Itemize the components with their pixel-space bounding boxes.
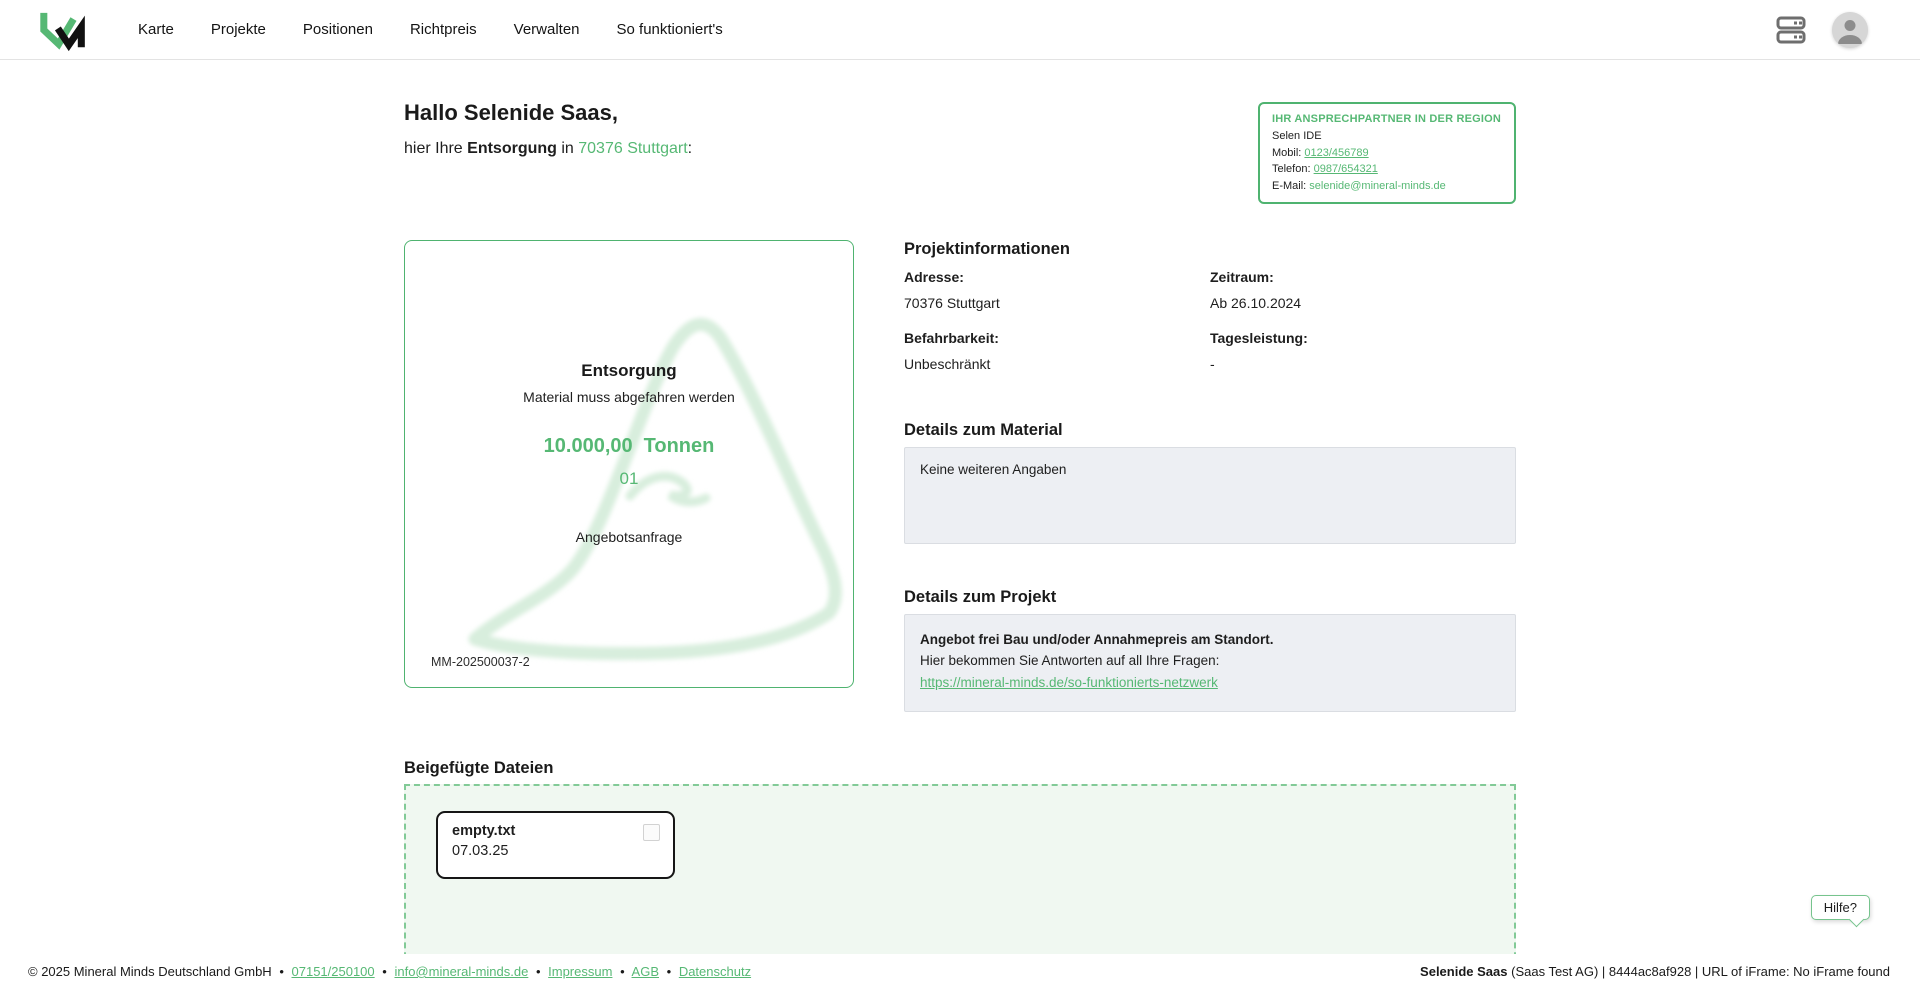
header-actions — [1774, 11, 1868, 48]
offer-position-number: 01 — [619, 468, 639, 488]
offer-amount-value: 10.000,00 — [543, 434, 633, 457]
contact-name: Selen IDE — [1272, 129, 1322, 142]
brand-logo[interactable] — [36, 7, 86, 53]
nav-item-richtpreis[interactable]: Richtpreis — [409, 21, 477, 38]
attachments-dropzone[interactable]: empty.txt 07.03.25 — [404, 783, 1516, 988]
file-name: empty.txt — [452, 822, 516, 839]
project-details-title: Details zum Projekt — [904, 587, 1057, 606]
offer-card-content: Entsorgung Material muss abgefahren werd… — [405, 361, 853, 545]
network-info-link[interactable]: https://mineral-minds.de/so-funktioniert… — [920, 674, 1218, 690]
footer-session-info: Selenide Saas (Saas Test AG) | 8444ac8af… — [1420, 964, 1890, 979]
offer-quantity: 10.000,00 Tonnen — [405, 435, 853, 458]
project-details-headline: Angebot frei Bau und/oder Annahmepreis a… — [920, 631, 1274, 647]
contact-email-label: E-Mail: — [1272, 180, 1310, 192]
contact-email-row: E-Mail: selenide@mineral-minds.de — [1272, 180, 1502, 194]
material-details-title: Details zum Material — [904, 420, 1063, 439]
footer-phone-link[interactable]: 07151/250100 — [291, 964, 375, 979]
nav-item-positionen[interactable]: Positionen — [302, 21, 373, 38]
footer-user-meta: (Saas Test AG) | 8444ac8af928 | URL of i… — [1507, 964, 1890, 979]
info-value: 70376 Stuttgart — [904, 294, 1000, 311]
project-details-text: Hier bekommen Sie Antworten auf all Ihre… — [920, 653, 1220, 669]
info-label: Tagesleistung: — [1210, 329, 1308, 346]
contact-mobile-label: Mobil: — [1272, 146, 1305, 159]
info-label: Adresse: — [904, 268, 964, 285]
footer-user-name: Selenide Saas — [1420, 964, 1508, 979]
user-avatar-icon[interactable] — [1832, 11, 1868, 48]
file-card[interactable]: empty.txt 07.03.25 — [436, 810, 675, 879]
info-label: Befahrbarkeit: — [904, 329, 999, 346]
regional-contact-card: IHR ANSPRECHPARTNER IN DER REGION Selen … — [1258, 102, 1516, 204]
greeting-subtitle: hier Ihre Entsorgung in 70376 Stuttgart: — [404, 140, 692, 158]
offer-reference-number: MM-202500037-2 — [431, 654, 530, 669]
file-checkbox[interactable] — [643, 823, 660, 841]
info-field-zeitraum: Zeitraum: Ab 26.10.2024 — [1210, 269, 1516, 311]
offer-status-badge: Angebotsanfrage — [575, 528, 683, 545]
footer-left: © 2025 Mineral Minds Deutschland GmbH • … — [28, 964, 751, 979]
info-label: Zeitraum: — [1210, 268, 1274, 285]
project-details-box: Angebot frei Bau und/oder Annahmepreis a… — [904, 613, 1516, 712]
greeting-location-link[interactable]: 70376 Stuttgart — [578, 140, 688, 157]
info-field-tagesleistung: Tagesleistung: - — [1210, 330, 1516, 372]
nav-item-verwalten[interactable]: Verwalten — [513, 21, 580, 38]
project-details-column: Projektinformationen Adresse: 70376 Stut… — [904, 240, 1516, 712]
file-date: 07.03.25 — [452, 842, 509, 859]
project-info-grid: Adresse: 70376 Stuttgart Zeitraum: Ab 26… — [904, 269, 1516, 391]
help-button-label: Hilfe? — [1823, 900, 1857, 915]
footer-email-link[interactable]: info@mineral-minds.de — [394, 964, 529, 979]
contact-mobile-row: Mobil: 0123/456789 — [1272, 147, 1502, 161]
info-value: Unbeschränkt — [904, 355, 991, 372]
mineral-minds-logo-icon — [40, 12, 85, 51]
attachments-section: Beigefügte Dateien empty.txt 07.03.25 — [404, 759, 1516, 988]
contact-email-link[interactable]: selenide@mineral-minds.de — [1309, 180, 1446, 192]
footer-separator: • — [535, 964, 541, 979]
greeting-prefix: hier Ihre — [404, 140, 468, 157]
nav-item-karte[interactable]: Karte — [138, 21, 174, 38]
info-value: - — [1210, 355, 1215, 372]
copyright-text: © 2025 Mineral Minds Deutschland GmbH — [28, 964, 272, 979]
material-details-text: Keine weiteren Angaben — [920, 461, 1067, 477]
nav-item-so-funktionierts[interactable]: So funktioniert's — [616, 21, 723, 38]
offer-type: Entsorgung — [581, 360, 677, 380]
footer-separator: • — [666, 964, 672, 979]
info-value: Ab 26.10.2024 — [1210, 294, 1302, 311]
footer-separator: • — [620, 964, 625, 979]
contact-phone-row: Telefon: 0987/654321 — [1272, 163, 1502, 177]
page-footer: © 2025 Mineral Minds Deutschland GmbH • … — [0, 954, 1920, 994]
help-button[interactable]: Hilfe? — [1810, 895, 1870, 920]
contact-phone-label: Telefon: — [1272, 163, 1314, 176]
greeting-block: Hallo Selenide Saas, hier Ihre Entsorgun… — [404, 100, 692, 158]
footer-separator: • — [279, 964, 284, 979]
info-field-befahrbarkeit: Befahrbarkeit: Unbeschränkt — [904, 330, 1210, 372]
greeting-service-type: Entsorgung — [467, 140, 557, 157]
contact-card-title: IHR ANSPRECHPARTNER IN DER REGION — [1272, 113, 1502, 125]
top-navigation-bar: Karte Projekte Positionen Richtpreis Ver… — [0, 0, 1920, 60]
footer-link-impressum[interactable]: Impressum — [548, 964, 613, 979]
nav-item-projekte[interactable]: Projekte — [210, 21, 266, 38]
page-title: Hallo Selenide Saas, — [404, 100, 618, 125]
server-stack-icon[interactable] — [1774, 14, 1808, 46]
footer-separator: • — [382, 964, 387, 979]
greeting-suffix: : — [687, 140, 693, 157]
main-nav: Karte Projekte Positionen Richtpreis Ver… — [138, 21, 723, 38]
offer-summary-card: Entsorgung Material muss abgefahren werd… — [404, 239, 854, 688]
info-field-adresse: Adresse: 70376 Stuttgart — [904, 269, 1210, 311]
project-page: Hallo Selenide Saas, hier Ihre Entsorgun… — [404, 60, 1516, 988]
greeting-mid: in — [556, 140, 579, 157]
material-details-box: Keine weiteren Angaben — [904, 446, 1516, 544]
project-info-title: Projektinformationen — [904, 239, 1070, 258]
contact-phone-link[interactable]: 0987/654321 — [1313, 163, 1378, 176]
offer-amount-unit: Tonnen — [643, 434, 715, 457]
attachments-title: Beigefügte Dateien — [404, 758, 554, 777]
offer-description: Material muss abgefahren werden — [523, 388, 735, 405]
contact-mobile-link[interactable]: 0123/456789 — [1304, 146, 1369, 159]
footer-link-agb[interactable]: AGB — [631, 964, 659, 979]
footer-link-datenschutz[interactable]: Datenschutz — [678, 964, 752, 979]
